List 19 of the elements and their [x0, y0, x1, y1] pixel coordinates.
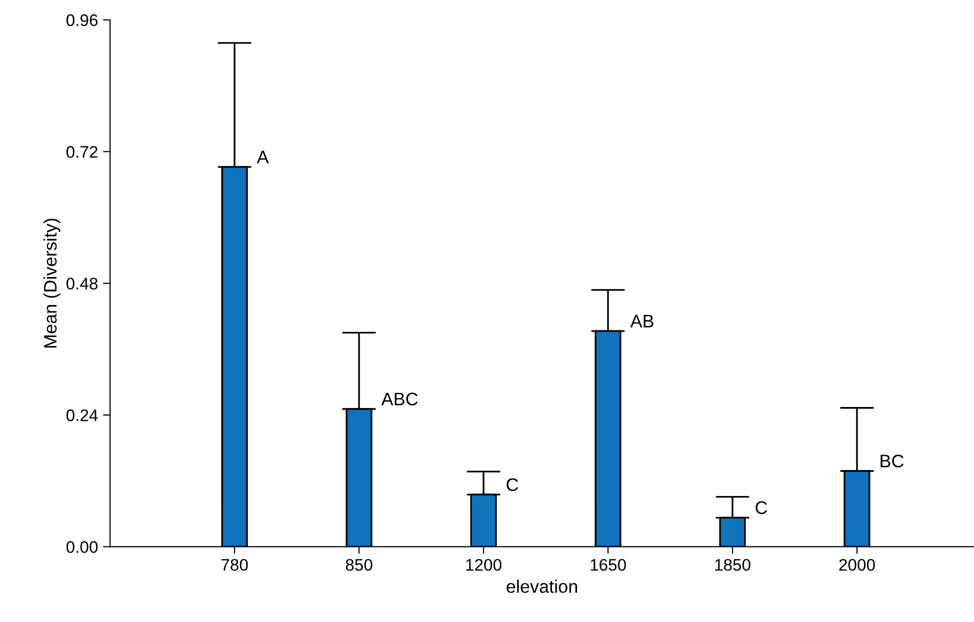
annotation: ABC: [381, 392, 418, 406]
annotation: BC: [880, 454, 904, 468]
x-tick-label: 1200: [466, 558, 502, 571]
x-tick-label: 1850: [715, 558, 750, 571]
x-tick-label: 1650: [590, 558, 626, 571]
annotation: AB: [630, 314, 654, 328]
annotation: C: [506, 478, 518, 492]
y-tick-label: 0.00: [66, 541, 98, 553]
x-tick-label: 2000: [839, 558, 875, 571]
annotation: A: [256, 150, 269, 164]
y-tick-label: 0.24: [66, 409, 98, 422]
y-tick-label: 0.96: [66, 14, 98, 26]
annotation: C: [756, 501, 768, 514]
y-tick-label: 0.72: [66, 146, 98, 158]
x-tick-label: 780: [222, 558, 248, 571]
x-tick-label: 850: [346, 558, 372, 571]
y-axis-title: Mean (Diversity): [43, 218, 60, 348]
x-axis-title: elevation: [506, 580, 577, 593]
y-tick-label: 0.48: [66, 278, 98, 290]
